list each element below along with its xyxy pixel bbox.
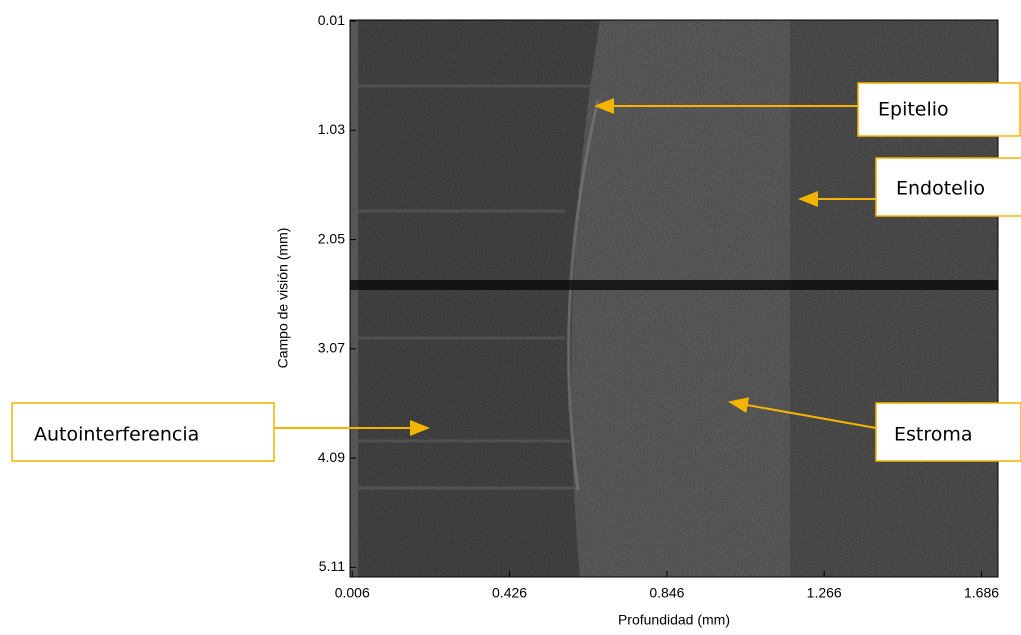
x-tick-label: 0.426 — [492, 585, 527, 601]
annotation-text: Endotelio — [896, 178, 985, 200]
annotation-text: Estroma — [894, 424, 973, 446]
annotation-autointerferencia: Autointerferencia — [11, 402, 430, 462]
annotation-estroma: Estroma — [728, 397, 1021, 462]
x-tick-label: 0.006 — [335, 585, 370, 601]
x-tick-label: 1.266 — [807, 585, 842, 601]
x-axis-label: Profundidad (mm) — [618, 612, 730, 628]
y-tick-label: 4.09 — [318, 449, 345, 465]
plot-frame — [349, 19, 999, 578]
y-tick-label: 1.03 — [318, 121, 345, 137]
annotation-text: Epitelio — [878, 99, 949, 121]
x-tick-label: 1.686 — [964, 585, 999, 601]
x-tick-label: 0.846 — [649, 585, 684, 601]
annotation-endotelio: Endotelio — [798, 157, 1021, 217]
y-tick-label: 2.05 — [318, 230, 345, 246]
y-tick-label: 0.01 — [318, 12, 345, 28]
y-tick-label: 5.11 — [319, 558, 345, 574]
y-axis-label: Campo de visión (mm) — [275, 228, 291, 369]
annotation-epitelio: Epitelio — [594, 82, 1021, 137]
y-tick-label: 3.07 — [318, 340, 345, 356]
annotation-text: Autointerferencia — [34, 424, 199, 446]
